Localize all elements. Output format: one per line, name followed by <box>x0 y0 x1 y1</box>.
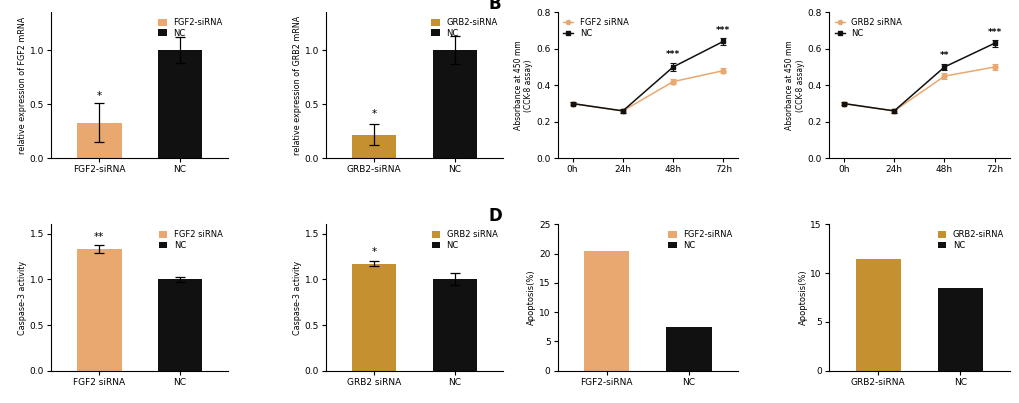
Bar <box>158 279 202 371</box>
Y-axis label: relative expression of GRB2 mRNA: relative expression of GRB2 mRNA <box>292 16 302 155</box>
Legend: FGF2 siRNA, NC: FGF2 siRNA, NC <box>157 229 224 251</box>
Bar <box>158 50 202 158</box>
Legend: GRB2 siRNA, NC: GRB2 siRNA, NC <box>429 229 498 251</box>
Bar <box>855 258 900 371</box>
Bar <box>77 249 121 371</box>
Text: ***: *** <box>986 28 1001 37</box>
Bar <box>77 123 121 158</box>
Text: **: ** <box>938 51 949 60</box>
Legend: GRB2-siRNA, NC: GRB2-siRNA, NC <box>429 16 498 39</box>
Text: ***: *** <box>715 26 730 35</box>
Text: ***: *** <box>665 50 680 59</box>
Bar <box>352 135 396 158</box>
Y-axis label: Caspase-3 activity: Caspase-3 activity <box>18 260 26 334</box>
Bar <box>936 288 982 371</box>
Y-axis label: Absorbance at 450 mm
(CCK-8 assay): Absorbance at 450 mm (CCK-8 assay) <box>785 40 804 130</box>
Legend: FGF2-siRNA, NC: FGF2-siRNA, NC <box>157 16 224 39</box>
Y-axis label: relative expression of FGF2 mRNA: relative expression of FGF2 mRNA <box>18 17 26 154</box>
Text: B: B <box>488 0 501 12</box>
Bar <box>432 50 477 158</box>
Text: *: * <box>371 247 376 257</box>
Y-axis label: Apoptosis(%): Apoptosis(%) <box>527 270 536 325</box>
Text: **: ** <box>94 232 104 242</box>
Bar <box>432 279 477 371</box>
Bar <box>584 251 629 371</box>
Text: *: * <box>371 110 376 119</box>
Y-axis label: Absorbance at 450 mm
(CCK-8 assay): Absorbance at 450 mm (CCK-8 assay) <box>514 40 533 130</box>
Text: D: D <box>488 207 502 225</box>
Legend: FGF2-siRNA, NC: FGF2-siRNA, NC <box>666 229 734 251</box>
Legend: FGF2 siRNA, NC: FGF2 siRNA, NC <box>561 16 630 39</box>
Bar <box>665 327 711 371</box>
Legend: GRB2-siRNA, NC: GRB2-siRNA, NC <box>935 229 1005 251</box>
Text: *: * <box>97 91 102 101</box>
Bar <box>352 264 396 371</box>
Y-axis label: Apoptosis(%): Apoptosis(%) <box>798 270 807 325</box>
Y-axis label: Caspase-3 activity: Caspase-3 activity <box>292 260 302 334</box>
Legend: GRB2 siRNA, NC: GRB2 siRNA, NC <box>833 16 903 39</box>
